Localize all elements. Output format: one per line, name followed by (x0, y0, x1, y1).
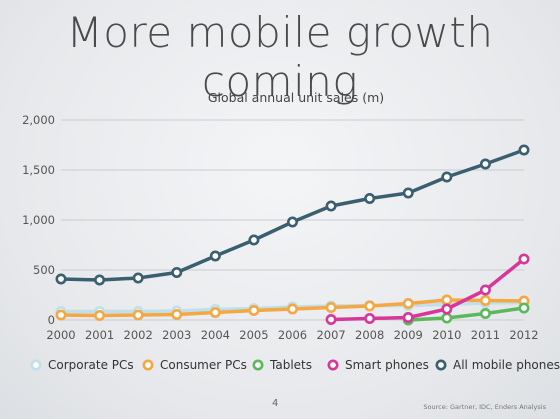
data-point (55, 273, 67, 285)
legend-marker (142, 359, 154, 371)
data-point (286, 216, 298, 228)
legend-item-consumer-pcs: Consumer PCs (142, 358, 247, 372)
legend-item-smart-phones: Smart phones (327, 358, 429, 372)
data-point (479, 294, 491, 306)
legend-item-tablets: Tablets (252, 358, 312, 372)
x-axis-ticks: 2000 2001 2002 2003 2004 2005 2006 2007 2008 2009… (46, 328, 538, 342)
legend-marker (252, 359, 264, 371)
legend-label: All mobile phones (453, 358, 560, 372)
x-tick-label: 2001 (85, 328, 114, 342)
data-point (364, 312, 376, 324)
y-axis-ticks: 0 500 1,000 1,500 2,000 (22, 113, 55, 327)
data-point (441, 312, 453, 324)
legend-item-corporate-pcs: Corporate PCs (30, 358, 134, 372)
data-point (171, 266, 183, 278)
data-point (209, 250, 221, 262)
legend-marker (435, 359, 447, 371)
x-tick-label: 2005 (239, 328, 268, 342)
data-point (132, 309, 144, 321)
y-tick-label: 1,500 (22, 163, 55, 177)
data-point (248, 234, 260, 246)
legend-label: Tablets (269, 358, 312, 372)
series-consumer-pcs (55, 294, 530, 321)
data-point (248, 304, 260, 316)
data-point (441, 294, 453, 306)
data-point (518, 253, 530, 265)
data-point (479, 284, 491, 296)
y-tick-label: 500 (33, 263, 55, 277)
data-point (402, 311, 414, 323)
data-point (286, 303, 298, 315)
data-point (518, 302, 530, 314)
series-lines (55, 144, 530, 326)
x-tick-label: 2007 (316, 328, 345, 342)
data-point (479, 307, 491, 319)
data-point (441, 171, 453, 183)
data-point (364, 193, 376, 205)
legend-label: Smart phones (345, 358, 429, 372)
data-point (325, 200, 337, 212)
data-point (325, 301, 337, 313)
data-point (209, 306, 221, 318)
data-point (364, 300, 376, 312)
data-point (518, 144, 530, 156)
legend-marker (327, 359, 339, 371)
data-point (402, 297, 414, 309)
x-tick-label: 2010 (432, 328, 461, 342)
series-line-tablets (408, 306, 525, 322)
data-point (132, 272, 144, 284)
y-tick-label: 2,000 (22, 113, 55, 127)
legend-label: Consumer PCs (160, 358, 247, 372)
series-all-mobile-phones (55, 144, 530, 286)
x-tick-label: 2008 (355, 328, 384, 342)
data-point (402, 187, 414, 199)
data-point (441, 303, 453, 315)
legend: Corporate PCs Consumer PCs Tablets Smart ph… (30, 358, 560, 372)
data-point (55, 309, 67, 321)
page-number: 4 (272, 398, 279, 409)
series-line-smart-phones (331, 257, 526, 322)
x-tick-label: 2002 (124, 328, 153, 342)
x-tick-label: 2012 (509, 328, 538, 342)
x-tick-label: 2000 (46, 328, 75, 342)
x-tick-label: 2003 (162, 328, 191, 342)
y-tick-label: 1,000 (22, 213, 55, 227)
series-smart-phones (325, 253, 530, 325)
x-tick-label: 2011 (471, 328, 500, 342)
legend-marker (30, 359, 42, 371)
chart-subtitle: Global annual unit sales (m) (208, 90, 384, 105)
legend-label: Corporate PCs (48, 358, 134, 372)
y-tick-label: 0 (48, 313, 55, 327)
data-point (171, 308, 183, 320)
source-note: Source: Gartner, IDC, Enders Analysis (423, 403, 546, 411)
legend-item-all-mobile-phones: All mobile phones (435, 358, 560, 372)
data-point (94, 274, 106, 286)
slide-title: More mobile growth coming (66, 8, 494, 106)
x-tick-label: 2006 (278, 328, 307, 342)
data-point (325, 313, 337, 325)
data-point (479, 158, 491, 170)
x-tick-label: 2004 (201, 328, 230, 342)
data-point (94, 309, 106, 321)
x-tick-label: 2009 (394, 328, 423, 342)
